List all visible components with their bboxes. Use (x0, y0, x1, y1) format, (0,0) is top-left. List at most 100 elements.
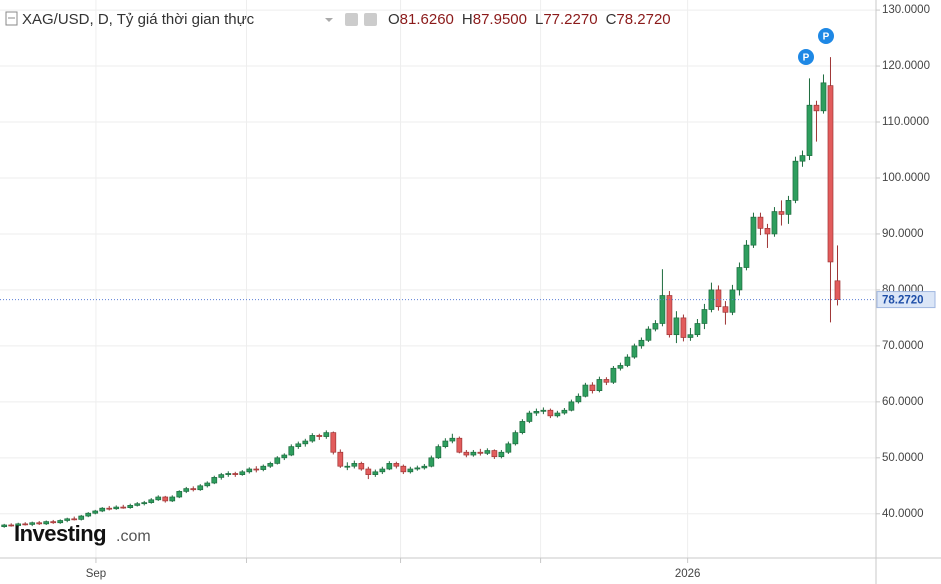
y-tick-label: 40.0000 (882, 508, 924, 520)
candle-body (169, 496, 176, 502)
candle-body (379, 468, 386, 473)
watermark-domain: .com (116, 528, 151, 545)
candle-body (393, 463, 400, 467)
candle-body (575, 395, 582, 403)
candle-body (652, 323, 659, 330)
candle-body (736, 267, 743, 291)
candle-body (323, 432, 330, 437)
candle-body (701, 309, 708, 324)
dropdown-caret[interactable] (325, 18, 333, 22)
current-price-box (876, 291, 936, 309)
readout-value: 81.6260 (400, 11, 454, 28)
candle-body (694, 323, 701, 336)
candle-body (211, 477, 218, 484)
candle-body (232, 473, 239, 475)
candle-body (568, 401, 575, 411)
candle-body (253, 468, 260, 471)
candle-body (827, 85, 834, 263)
candle-body (106, 507, 113, 510)
candle-body (449, 437, 456, 442)
candle-body (344, 465, 351, 468)
candle-body (260, 465, 267, 470)
chart-title: XAG/USD, D, Tỷ giá thời gian thực (22, 11, 255, 28)
watermark-brand: Investing (14, 521, 106, 546)
candle-body (491, 450, 498, 458)
y-tick-label: 110.0000 (882, 116, 929, 128)
y-tick-label: 70.0000 (882, 340, 924, 352)
event-marker[interactable] (818, 28, 834, 44)
candle-body (540, 409, 547, 412)
candle-body (757, 216, 764, 229)
event-marker[interactable] (798, 49, 814, 65)
candle-body (617, 365, 624, 369)
x-tick-label: Sep (86, 568, 106, 580)
candle-body (463, 451, 470, 456)
candle-body (71, 518, 78, 521)
readout-prefix: C (606, 11, 617, 28)
candle-body (57, 520, 64, 524)
candle-body (85, 512, 92, 517)
candle-body (78, 515, 85, 520)
current-price-label: 78.2720 (882, 295, 924, 307)
candle-body (176, 491, 183, 498)
candle-body (120, 506, 127, 509)
candle-body (645, 328, 652, 341)
candle-body (547, 409, 554, 417)
y-tick-label: 130.0000 (882, 4, 930, 16)
candle-body (554, 412, 561, 417)
candle-body (155, 496, 162, 501)
candle-body (785, 200, 792, 215)
candle-body (337, 451, 344, 467)
candle-body (750, 216, 757, 246)
candle-body (477, 451, 484, 454)
settings-icon[interactable] (345, 13, 358, 26)
candle-body (799, 155, 806, 162)
candle-body (421, 465, 428, 469)
candle-body (239, 471, 246, 475)
candle-body (29, 522, 36, 525)
candle-body (92, 510, 99, 514)
candle-body (295, 443, 302, 447)
candle-body (330, 432, 337, 453)
menu-icon[interactable] (5, 11, 18, 26)
candle-body (1, 524, 8, 528)
candle-body (8, 524, 15, 527)
candle-body (596, 379, 603, 392)
settings-icon[interactable] (364, 13, 377, 26)
candle-body (442, 440, 449, 447)
candle-body (533, 411, 540, 414)
candle-body (603, 379, 610, 383)
candle-body (50, 521, 57, 524)
candle-body (36, 522, 43, 525)
readout-value: 78.2720 (616, 11, 670, 28)
grid (0, 0, 876, 558)
candle-body (141, 502, 148, 505)
readout-prefix: L (535, 11, 543, 28)
candle-body (470, 451, 477, 456)
candle-body (316, 435, 323, 437)
candle-body (771, 211, 778, 235)
event-marker-letter: P (803, 53, 810, 64)
candle-body (820, 82, 827, 112)
candle-body (22, 523, 29, 526)
candle-body (127, 505, 134, 508)
candle-body (99, 507, 106, 512)
candle-body (190, 488, 197, 491)
candle-body (428, 457, 435, 467)
candle-body (505, 443, 512, 453)
candle-body (722, 306, 729, 313)
candle-body (400, 465, 407, 473)
candle-body (498, 451, 505, 458)
candle-body (183, 488, 190, 492)
candle-body (624, 356, 631, 366)
candle-body (351, 463, 358, 467)
candle-body (834, 280, 841, 300)
candle-body (64, 518, 71, 521)
candle-body (638, 339, 645, 347)
readout-prefix: H (462, 11, 473, 28)
candle-body (134, 503, 141, 506)
candle-body (435, 446, 442, 459)
candle-body (309, 435, 316, 442)
candle-body (778, 211, 785, 215)
